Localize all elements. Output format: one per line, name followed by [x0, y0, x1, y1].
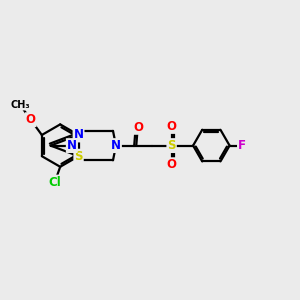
Text: O: O [26, 113, 36, 126]
Text: CH₃: CH₃ [11, 100, 30, 110]
Text: O: O [133, 121, 143, 134]
Text: N: N [74, 128, 84, 142]
Text: N: N [67, 139, 77, 152]
Text: O: O [167, 120, 177, 133]
Text: S: S [74, 150, 83, 163]
Text: Cl: Cl [49, 176, 61, 189]
Text: O: O [167, 158, 177, 171]
Text: F: F [238, 139, 246, 152]
Text: S: S [167, 139, 176, 152]
Text: N: N [111, 139, 121, 152]
